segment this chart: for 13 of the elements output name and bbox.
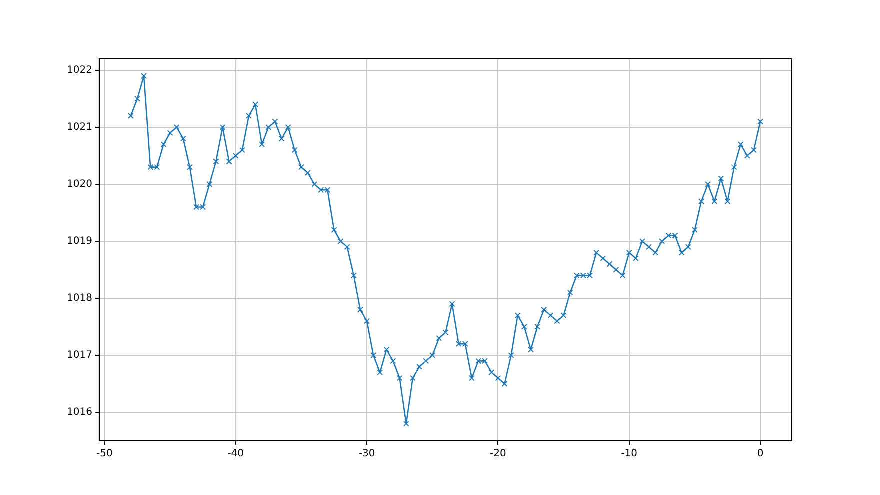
- y-tick-label: 1019: [66, 236, 92, 248]
- y-tick-label: 1020: [66, 179, 92, 190]
- x-tick-label: -40: [228, 448, 244, 460]
- y-tick-label: 1016: [66, 407, 92, 418]
- y-tick-label: 1022: [66, 64, 92, 76]
- x-tick-label: -10: [621, 448, 638, 460]
- x-tick-label: 0: [757, 448, 764, 460]
- x-tick-label: -50: [96, 448, 113, 460]
- y-tick-label: 1018: [66, 293, 92, 304]
- x-tick-label: -30: [358, 448, 376, 460]
- y-tick-label: 1017: [66, 350, 92, 362]
- y-tick-label: 1021: [66, 122, 92, 134]
- x-tick-label: -20: [490, 448, 506, 460]
